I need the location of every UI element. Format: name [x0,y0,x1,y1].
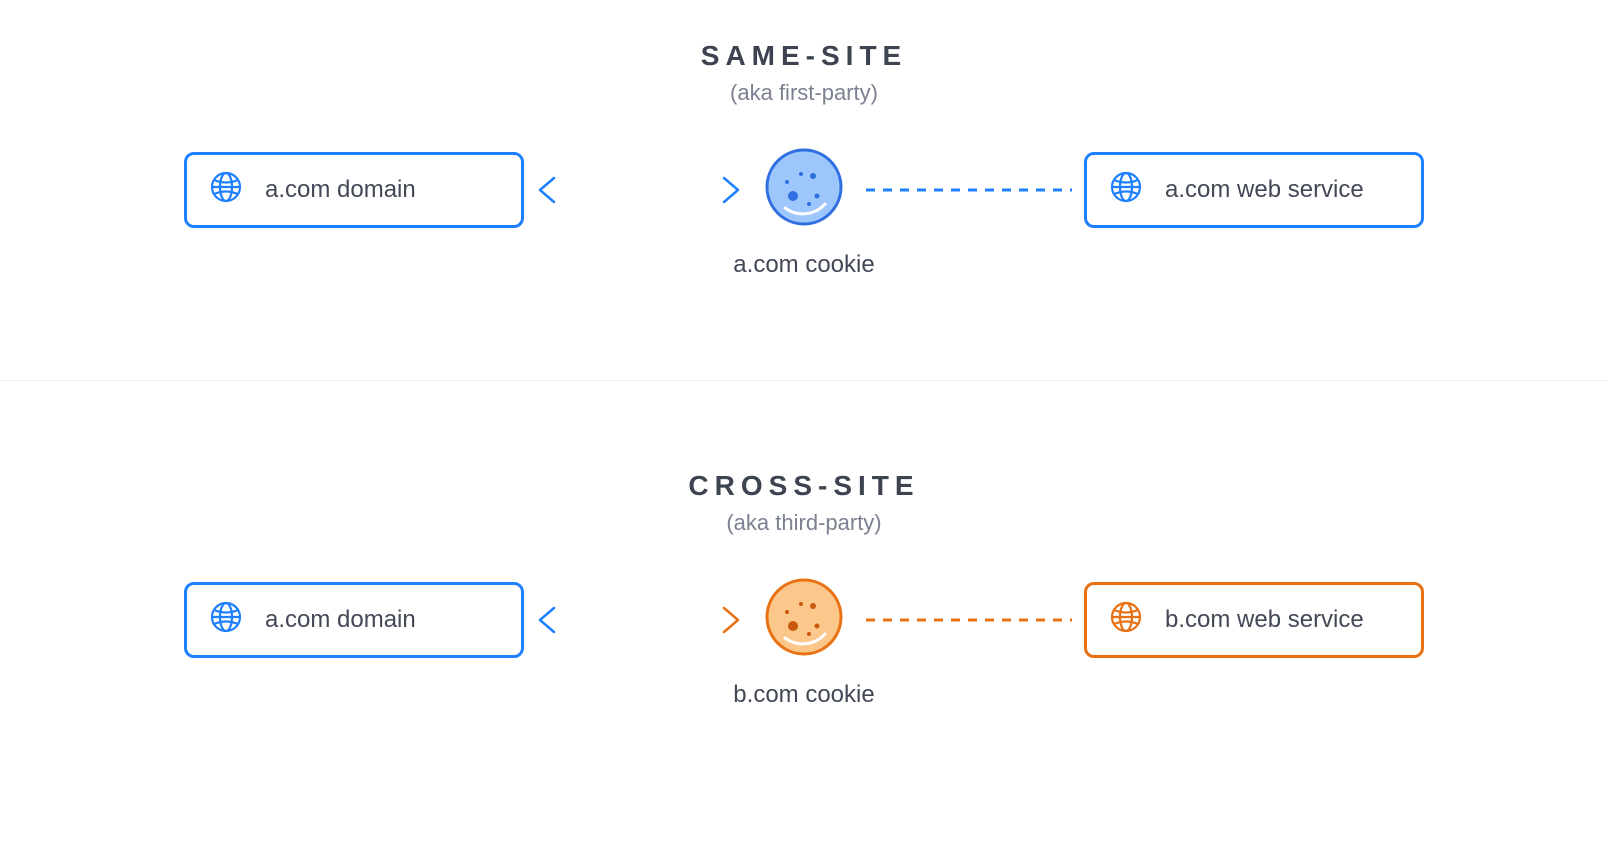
same-site-domain-label: a.com domain [265,176,416,204]
cross-site-title: CROSS-SITE [688,470,919,502]
cross-site-service-label: b.com web service [1165,606,1364,634]
same-site-arrow [524,170,754,210]
same-site-title: SAME-SITE [701,40,907,72]
same-site-subtitle: (aka first-party) [730,80,878,106]
same-site-service-box: a.com web service [1084,152,1424,228]
cross-site-section: CROSS-SITE (aka third-party) a.com domai… [0,380,1608,852]
cross-site-domain-box: a.com domain [184,582,524,658]
same-site-section: SAME-SITE (aka first-party) a.com domain [0,0,1608,380]
globe-icon [209,170,243,209]
globe-icon [1109,170,1143,209]
cross-site-domain-label: a.com domain [265,606,416,634]
globe-icon [1109,600,1143,639]
same-site-row: a.com domain [184,146,1424,233]
cross-site-cookie-label: b.com cookie [733,681,874,709]
same-site-service-label: a.com web service [1165,176,1364,204]
cross-site-cookie [754,576,854,663]
cross-site-subtitle: (aka third-party) [726,510,881,536]
cross-site-dashed-connector [854,600,1084,640]
same-site-cookie [754,146,854,233]
same-site-domain-box: a.com domain [184,152,524,228]
same-site-dashed-connector [854,170,1084,210]
section-divider [0,380,1608,381]
cookie-icon [763,576,845,663]
cookie-icon [763,146,845,233]
cross-site-row: a.com domain [184,576,1424,663]
cross-site-service-box: b.com web service [1084,582,1424,658]
cross-site-arrow [524,600,754,640]
same-site-cookie-label: a.com cookie [733,251,874,279]
globe-icon [209,600,243,639]
